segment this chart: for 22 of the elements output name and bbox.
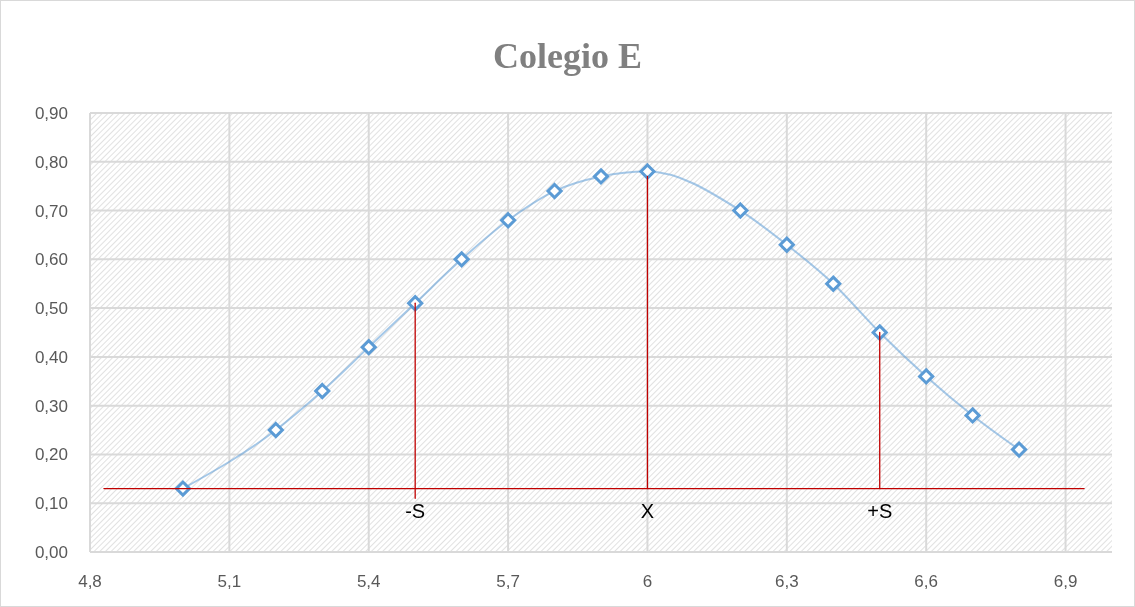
y-tick-label: 0,90 <box>34 103 68 123</box>
chart-title: Colegio E <box>493 36 642 76</box>
x-tick-label: 6,9 <box>1053 572 1078 591</box>
y-tick-label: 0,60 <box>34 250 68 270</box>
x-tick-label: 4,8 <box>78 572 102 591</box>
y-tick-label: 0,70 <box>34 201 68 221</box>
y-tick-label: 0,10 <box>34 494 68 514</box>
annotation: -S <box>405 499 426 522</box>
y-tick-label: 0,20 <box>34 445 68 465</box>
x-tick-label: 5,1 <box>217 572 242 591</box>
y-tick-label: 0,40 <box>34 347 68 367</box>
y-tick-label: 0,50 <box>34 299 68 319</box>
annotation: +S <box>867 499 893 522</box>
x-tick-label: 6,6 <box>914 572 938 591</box>
x-tick-label: 6 <box>642 572 653 591</box>
y-tick-label: 0,30 <box>34 396 68 416</box>
y-tick-label: 0,00 <box>34 542 68 562</box>
y-tick-label: 0,80 <box>34 152 68 172</box>
annotation: X <box>640 499 655 522</box>
x-tick-label: 5,7 <box>496 572 520 591</box>
x-tick-label: 5,4 <box>356 572 381 591</box>
x-tick-label: 6,3 <box>775 572 799 591</box>
